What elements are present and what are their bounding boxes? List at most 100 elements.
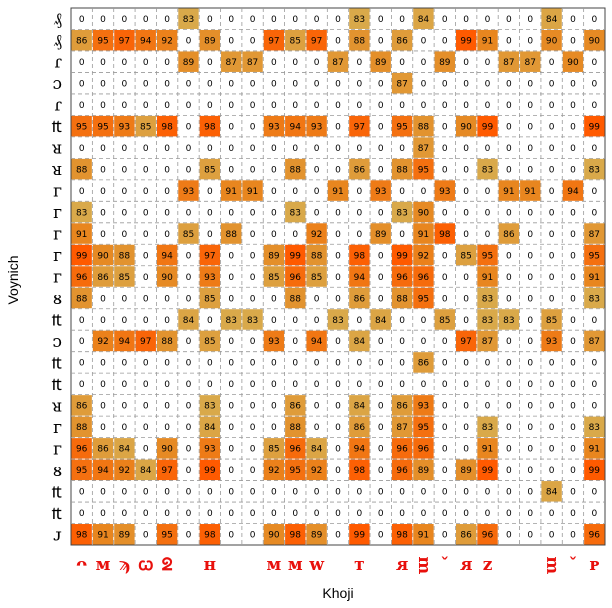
heatmap-cell xyxy=(477,244,498,266)
heatmap-cell-empty xyxy=(201,139,219,156)
heatmap-cell-empty xyxy=(94,139,112,156)
heatmap-cell-empty xyxy=(414,182,433,199)
cell-value-label: 86 xyxy=(396,402,408,412)
heatmap-cell-empty xyxy=(372,118,390,134)
cell-value-label: 87 xyxy=(332,58,343,68)
heatmap-cell xyxy=(541,330,562,352)
heatmap-cell-empty xyxy=(94,161,112,177)
cell-value-label: 0 xyxy=(506,15,512,25)
heatmap-cell-empty xyxy=(307,376,326,392)
cell-value-label: 0 xyxy=(143,230,149,240)
cell-value-label: 0 xyxy=(442,380,448,390)
cell-value-label: 96 xyxy=(418,445,430,455)
heatmap-cell-empty xyxy=(521,440,539,457)
cell-value-label: 0 xyxy=(164,79,170,89)
cell-value-label: 99 xyxy=(204,466,216,476)
cell-value-label: 0 xyxy=(100,15,106,25)
cell-value-label: 0 xyxy=(421,58,427,68)
cell-value-label: 0 xyxy=(143,79,149,89)
cell-value-label: 0 xyxy=(186,37,192,47)
cell-value-label: 83 xyxy=(204,402,215,412)
cell-value-label: 93 xyxy=(439,187,450,197)
heatmap-cell-empty xyxy=(73,75,91,91)
cell-value-label: 89 xyxy=(375,230,387,240)
cell-value-label: 0 xyxy=(463,208,469,218)
cell-value-label: 0 xyxy=(186,402,192,412)
heatmap-cell xyxy=(370,309,391,330)
cell-value-label: 0 xyxy=(79,337,85,347)
cell-value-label: 0 xyxy=(442,37,448,47)
cell-value-label: 95 xyxy=(161,531,172,541)
heatmap-cell-empty xyxy=(329,462,347,478)
heatmap-cell-empty xyxy=(243,290,262,306)
cell-value-label: 0 xyxy=(314,144,320,154)
cell-value-label: 0 xyxy=(207,230,213,240)
heatmap-cell-empty xyxy=(115,182,134,199)
cell-value-label: 0 xyxy=(228,79,234,89)
cell-value-label: 0 xyxy=(591,144,597,154)
heatmap-cell-empty xyxy=(372,419,390,435)
cell-value-label: 0 xyxy=(335,402,341,412)
cell-value-label: 0 xyxy=(292,380,298,390)
cell-value-label: 0 xyxy=(399,509,405,519)
cell-value-label: 0 xyxy=(549,101,555,111)
cell-value-label: 0 xyxy=(122,144,128,154)
heatmap-cell xyxy=(199,266,221,287)
cell-value-label: 0 xyxy=(271,187,277,197)
cell-value-label: 97 xyxy=(204,251,215,261)
cell-value-label: 0 xyxy=(228,488,234,498)
heatmap-cell-empty xyxy=(478,483,497,500)
cell-value-label: 0 xyxy=(335,531,341,541)
cell-value-label: 0 xyxy=(207,187,213,197)
heatmap-cell-empty xyxy=(500,526,518,542)
heatmap-cell-empty xyxy=(179,354,198,371)
cell-value-label: 0 xyxy=(463,402,469,412)
cell-value-label: 0 xyxy=(186,79,192,89)
cell-value-label: 0 xyxy=(570,488,576,498)
cell-value-label: 0 xyxy=(228,337,234,347)
heatmap-cell-empty xyxy=(243,419,262,435)
heatmap-cell-empty xyxy=(265,75,283,91)
heatmap-cell-empty xyxy=(179,462,198,478)
heatmap-cell xyxy=(391,395,413,416)
cell-value-label: 0 xyxy=(506,294,512,304)
cell-value-label: 0 xyxy=(356,509,362,519)
cell-value-label: 86 xyxy=(290,402,302,412)
cell-value-label: 0 xyxy=(292,15,298,25)
heatmap-cell-empty xyxy=(521,32,539,48)
heatmap-cell xyxy=(135,459,156,481)
x-tick-label: ᴍ xyxy=(96,555,111,575)
cell-value-label: 0 xyxy=(207,208,213,218)
cell-value-label: 92 xyxy=(119,466,130,476)
heatmap-cell xyxy=(263,244,285,266)
heatmap-cell-empty xyxy=(521,505,539,521)
cell-value-label: 0 xyxy=(570,466,576,476)
heatmap-cell xyxy=(434,309,455,330)
cell-value-label: 0 xyxy=(207,58,213,68)
cell-value-label: 0 xyxy=(506,79,512,89)
cell-value-label: 0 xyxy=(378,402,384,412)
heatmap-cell-empty xyxy=(436,11,454,27)
heatmap-cell-empty xyxy=(564,419,582,435)
heatmap-cell xyxy=(92,115,114,137)
heatmap-cell-empty xyxy=(222,161,240,177)
cell-value-label: 0 xyxy=(207,509,213,519)
cell-value-label: 0 xyxy=(292,488,298,498)
cell-value-label: 0 xyxy=(570,230,576,240)
cell-value-label: 0 xyxy=(250,79,256,89)
cell-value-label: 0 xyxy=(335,165,341,175)
heatmap-cell-empty xyxy=(243,397,262,414)
heatmap-cell-empty xyxy=(94,75,112,91)
heatmap-cell-empty xyxy=(265,139,283,156)
cell-value-label: 87 xyxy=(589,337,600,347)
cell-value-label: 0 xyxy=(164,380,170,390)
cell-value-label: 0 xyxy=(442,445,448,455)
cell-value-label: 0 xyxy=(485,402,491,412)
cell-value-label: 0 xyxy=(79,15,85,25)
heatmap-cell xyxy=(413,115,434,137)
heatmap-cell-empty xyxy=(179,483,198,500)
heatmap-cell xyxy=(178,8,199,29)
heatmap-cell xyxy=(263,266,285,287)
cell-value-label: 96 xyxy=(482,531,494,541)
heatmap-cell-empty xyxy=(243,161,262,177)
